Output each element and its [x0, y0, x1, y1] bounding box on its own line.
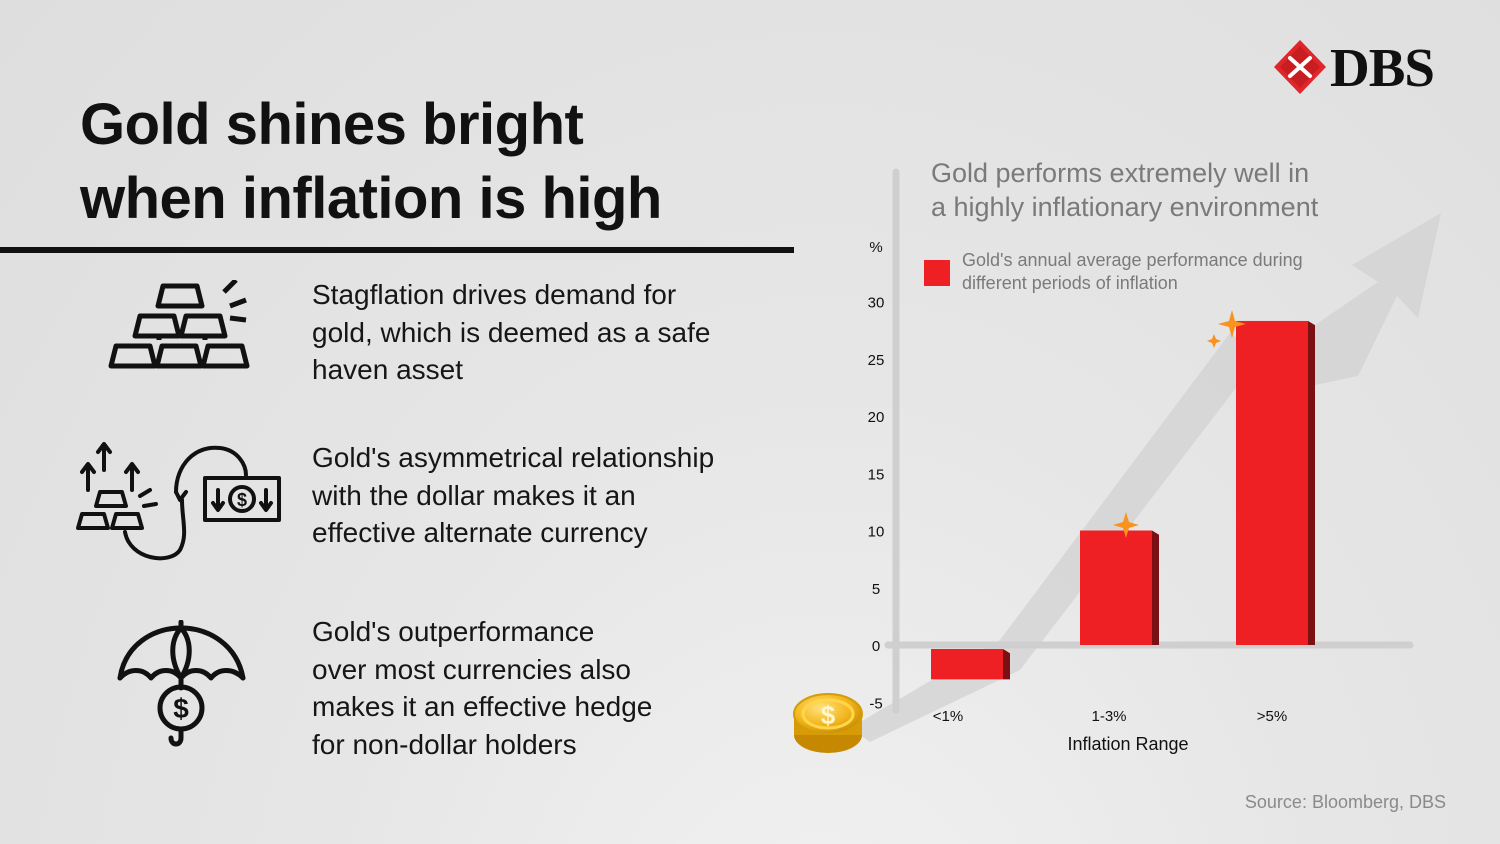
- bar-side: [1308, 320, 1315, 645]
- dbs-logo-text: DBS: [1330, 37, 1435, 98]
- dbs-logo-mark-icon: [1274, 40, 1326, 94]
- sparkle-icon: [1113, 310, 1246, 538]
- legend-swatch: [924, 260, 950, 286]
- headline-line-1: Gold shines bright: [80, 92, 584, 157]
- point-dollar-relationship-text: Gold's asymmetrical relationship with th…: [312, 442, 715, 548]
- x-tick-label: <1%: [933, 708, 963, 725]
- y-tick-label: 25: [868, 352, 885, 369]
- y-tick-label: 15: [868, 466, 885, 483]
- y-axis-unit: %: [869, 239, 882, 256]
- bar: [1080, 530, 1159, 645]
- chart-title: Gold performs extremely well in a highly…: [931, 158, 1319, 222]
- x-tick-label: >5%: [1257, 708, 1287, 725]
- point-hedge-text: Gold's outperformance over most currenci…: [312, 616, 653, 760]
- headline-line-2: when inflation is high: [80, 166, 662, 231]
- headline-divider: [0, 247, 794, 253]
- svg-text:$: $: [173, 693, 189, 724]
- gold-dollar-exchange-icon: $: [76, 442, 281, 561]
- source-note: Source: Bloomberg, DBS: [1244, 792, 1446, 812]
- bar: [931, 649, 1010, 680]
- y-tick-label: 10: [868, 524, 885, 541]
- gold-bars-icon: [108, 280, 250, 369]
- x-tick-label: 1-3%: [1091, 708, 1126, 725]
- bar-face: [1080, 530, 1152, 645]
- dbs-logo: DBS: [1274, 37, 1454, 98]
- bar-face: [931, 649, 1003, 680]
- headline: Gold shines bright when inflation is hig…: [80, 88, 662, 236]
- bar-side: [1152, 530, 1159, 645]
- y-tick-label: 30: [868, 295, 885, 312]
- y-tick-label: 0: [872, 638, 880, 655]
- gold-coin-icon: $: [793, 693, 863, 753]
- y-tick-label: 20: [868, 409, 885, 426]
- svg-text:$: $: [821, 700, 836, 730]
- bar-face: [1236, 320, 1308, 645]
- svg-text:$: $: [237, 490, 247, 510]
- point-stagflation-text: Stagflation drives demand for gold, whic…: [312, 279, 711, 385]
- y-tick-label: -5: [869, 695, 882, 712]
- legend-label: Gold's annual average performance during…: [962, 250, 1303, 293]
- y-tick-label: 5: [872, 581, 880, 598]
- x-axis-title: Inflation Range: [1067, 734, 1188, 754]
- umbrella-dollar-icon: $: [117, 620, 246, 747]
- bar-side: [1003, 649, 1010, 680]
- bar: [1236, 320, 1315, 645]
